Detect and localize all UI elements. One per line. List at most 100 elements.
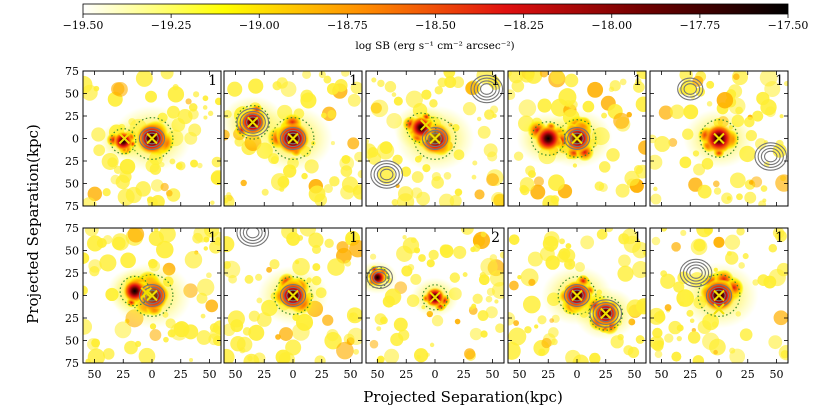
noise-patch [768,243,778,253]
noise-patch [286,232,301,246]
x-tick-label: 50 [486,368,500,381]
y-tick-label: 50 [65,88,79,101]
radio-contour [598,307,613,320]
noise-patch [183,324,199,340]
noise-patch [426,259,435,268]
noise-patch [416,191,430,206]
noise-patch [736,193,743,201]
radio-contour [476,80,497,98]
noise-patch [189,357,194,363]
noise-patch [464,348,476,360]
noise-patch [449,194,462,206]
noise-patch [382,295,395,308]
noise-patch [542,235,559,252]
radio-contour [712,289,726,302]
noise-patch [240,179,247,187]
noise-patch [279,186,285,192]
panel-label: 1 [775,230,784,246]
noise-patch [601,112,608,119]
noise-patch [533,176,545,187]
noise-patch [565,243,572,249]
radio-contour [369,268,390,287]
noise-patch [633,81,645,93]
noise-patch [752,110,764,122]
noise-patch [650,134,657,144]
noise-patch [113,82,128,97]
noise-patch [522,295,541,314]
radio-contour [683,83,697,95]
noise-patch [713,236,725,248]
noise-patch [550,71,565,85]
radio-contour [370,160,404,189]
noise-patch [548,174,565,192]
noise-patch [508,71,512,77]
noise-patch [508,234,520,245]
noise-patch [460,228,474,235]
y-tick-label: 75 [65,65,79,78]
noise-patch [618,254,631,268]
noise-patch [84,228,99,237]
noise-patch [768,335,783,350]
noise-patch [485,295,493,303]
noise-patch [676,335,682,342]
noise-patch [197,162,203,169]
noise-patch [207,110,214,116]
noise-patch [606,148,620,162]
source-cross [287,289,299,302]
noise-patch [285,339,302,356]
noise-patch [87,186,103,202]
noise-patch [779,114,784,119]
radio-contour [595,304,616,323]
noise-patch [255,273,263,281]
noise-patch [275,349,291,363]
radio-contour [705,284,733,307]
source-cross [118,132,131,145]
noise-patch [209,323,220,333]
radio-contour [246,228,260,239]
noise-patch [683,104,699,120]
noise-patch [244,274,254,284]
noise-patch [184,251,203,269]
detection-boundary [697,274,741,318]
x-axis-title: Projected Separation(kpc) [363,388,563,406]
noise-patch [336,341,354,360]
noise-patch [443,71,456,79]
noise-patch [480,231,487,238]
noise-patch [765,106,776,118]
noise-patch [480,330,488,338]
noise-patch [149,329,162,341]
noise-patch [334,78,348,92]
noise-patch [658,105,673,120]
noise-patch [713,349,718,355]
noise-patch [739,328,753,341]
radio-contour [570,132,584,145]
colorbar-tick-label: −17.50 [768,19,809,32]
noise-patch [292,323,310,341]
noise-patch [357,170,362,179]
noise-patch [494,299,499,304]
x-tick-label: 25 [174,368,188,381]
noise-patch [596,229,608,240]
colorbar-tick-label: −18.75 [327,19,368,32]
noise-patch [421,89,432,100]
radio-contour [236,108,270,137]
noise-patch [513,320,520,326]
source-cross [571,132,583,145]
noise-patch [587,81,604,98]
noise-patch [160,182,169,192]
noise-patch [564,73,579,88]
radio-contour [373,271,387,284]
x-tick-label: 25 [683,368,697,381]
noise-patch [392,154,403,165]
noise-patch [339,155,355,171]
noise-patch [202,105,208,110]
noise-patch [300,92,317,109]
radio-contour [239,110,266,134]
noise-patch [652,340,664,352]
noise-patch [160,71,174,80]
noise-patch [215,237,221,242]
noise-patch [594,181,605,191]
noise-patch [755,138,767,150]
y-tick-label: 50 [65,178,79,191]
noise-patch [253,352,266,363]
